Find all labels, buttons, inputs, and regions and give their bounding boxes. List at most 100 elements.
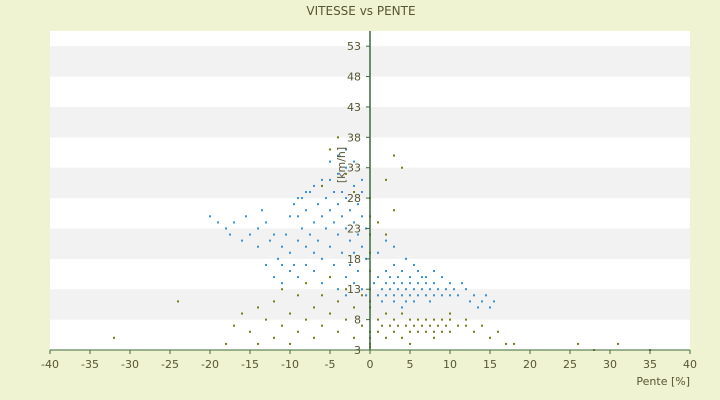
data-point xyxy=(241,312,243,315)
data-point xyxy=(425,318,427,321)
data-point xyxy=(385,282,387,285)
x-tick-label: -5 xyxy=(325,358,336,371)
data-point xyxy=(337,136,339,139)
data-point xyxy=(409,330,411,333)
data-point xyxy=(265,263,267,266)
x-axis-label: Pente [%] xyxy=(636,375,690,388)
data-point xyxy=(405,257,407,260)
data-point xyxy=(445,324,447,327)
data-point xyxy=(457,324,459,327)
data-point xyxy=(425,276,427,279)
data-point xyxy=(393,300,395,303)
data-point xyxy=(417,330,419,333)
data-point xyxy=(337,172,339,175)
data-point xyxy=(381,324,383,327)
data-point xyxy=(337,300,339,303)
data-point xyxy=(433,318,435,321)
data-point xyxy=(389,276,391,279)
data-point xyxy=(305,282,307,285)
data-point xyxy=(329,178,331,181)
data-point xyxy=(405,324,407,327)
data-point xyxy=(289,342,291,345)
data-point xyxy=(305,209,307,212)
x-tick-label: 25 xyxy=(563,358,577,371)
data-point xyxy=(481,324,483,327)
data-point xyxy=(377,221,379,224)
data-point xyxy=(493,300,495,303)
data-point xyxy=(333,263,335,266)
data-point xyxy=(313,336,315,339)
data-point xyxy=(357,270,359,273)
x-tick-label: -20 xyxy=(201,358,219,371)
data-point xyxy=(293,263,295,266)
data-point xyxy=(353,251,355,254)
data-point xyxy=(329,209,331,212)
data-point xyxy=(465,318,467,321)
data-point xyxy=(425,282,427,285)
data-point xyxy=(225,227,227,230)
data-point xyxy=(345,148,347,151)
data-point xyxy=(309,191,311,194)
data-point xyxy=(225,342,227,345)
data-point xyxy=(413,300,415,303)
data-point xyxy=(457,294,459,297)
data-point xyxy=(233,324,235,327)
data-point xyxy=(305,263,307,266)
data-point xyxy=(397,276,399,279)
data-point xyxy=(401,306,403,309)
data-point xyxy=(281,282,283,285)
data-point xyxy=(429,288,431,291)
data-point xyxy=(385,178,387,181)
data-point xyxy=(281,288,283,291)
data-point xyxy=(353,221,355,224)
data-point xyxy=(341,215,343,218)
data-point xyxy=(337,154,339,157)
y-tick-label: 48 xyxy=(347,71,361,84)
data-point xyxy=(393,330,395,333)
data-point xyxy=(449,312,451,315)
data-point xyxy=(289,251,291,254)
data-point xyxy=(289,312,291,315)
data-point xyxy=(273,336,275,339)
x-tick-label: 10 xyxy=(443,358,457,371)
data-point xyxy=(281,324,283,327)
data-point xyxy=(405,300,407,303)
data-point xyxy=(445,288,447,291)
data-point xyxy=(377,251,379,254)
data-point xyxy=(325,227,327,230)
data-point xyxy=(413,263,415,266)
data-point xyxy=(421,288,423,291)
data-point xyxy=(437,324,439,327)
x-tick-label: -10 xyxy=(281,358,299,371)
data-point xyxy=(349,209,351,212)
data-point xyxy=(353,184,355,187)
data-point xyxy=(297,215,299,218)
data-point xyxy=(289,270,291,273)
data-point xyxy=(229,233,231,236)
data-point xyxy=(325,197,327,200)
data-point xyxy=(393,209,395,212)
data-point xyxy=(361,324,363,327)
data-point xyxy=(433,270,435,273)
data-point xyxy=(393,263,395,266)
data-point xyxy=(377,276,379,279)
data-point xyxy=(257,342,259,345)
data-point xyxy=(481,300,483,303)
data-point xyxy=(361,191,363,194)
data-point xyxy=(313,306,315,309)
data-point xyxy=(441,276,443,279)
data-point xyxy=(385,233,387,236)
data-point xyxy=(349,263,351,266)
data-point xyxy=(337,203,339,206)
data-point xyxy=(337,288,339,291)
data-point xyxy=(301,197,303,200)
data-point xyxy=(297,294,299,297)
data-point xyxy=(361,294,363,297)
data-point xyxy=(345,172,347,175)
data-point xyxy=(313,221,315,224)
data-point xyxy=(353,306,355,309)
data-point xyxy=(273,300,275,303)
data-point xyxy=(333,191,335,194)
x-tick-label: -25 xyxy=(161,358,179,371)
